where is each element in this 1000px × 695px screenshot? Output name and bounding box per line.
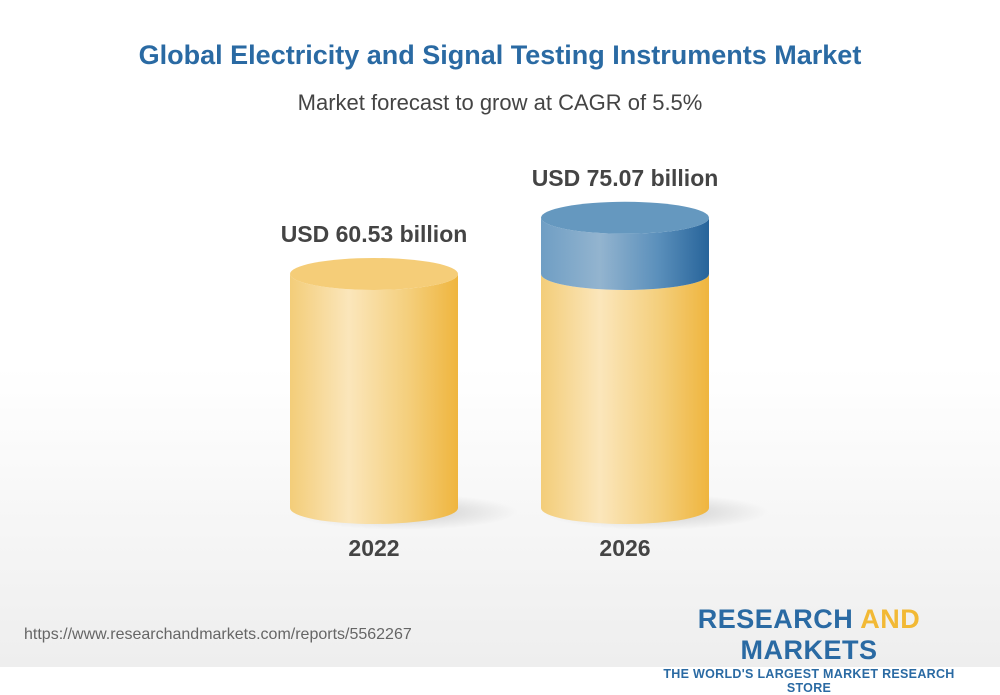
data-label: USD 60.53 billion <box>281 221 468 247</box>
category-label: 2026 <box>599 535 650 561</box>
logo-text-and: AND <box>860 604 921 634</box>
research-and-markets-logo: RESEARCH AND MARKETS THE WORLD'S LARGEST… <box>640 604 978 695</box>
category-label: 2022 <box>348 535 399 561</box>
cylinder-top <box>290 257 458 290</box>
cylinder-chart: USD 60.53 billion 2022 USD 75.07 billion 20… <box>281 165 769 561</box>
source-url[interactable]: https://www.researchandmarkets.com/repor… <box>24 626 412 643</box>
cylinder-bar-2022 <box>290 273 458 524</box>
logo-text: RESEARCH <box>697 604 861 634</box>
cylinder-top <box>541 201 709 234</box>
data-label: USD 75.07 billion <box>532 165 719 191</box>
chart-title: Global Electricity and Signal Testing In… <box>138 40 862 70</box>
cylinder-bar-2026 <box>541 273 709 524</box>
logo-text: MARKETS <box>740 635 878 665</box>
logo-tagline: THE WORLD'S LARGEST MARKET RESEARCH STOR… <box>663 667 955 695</box>
cylinder-growth-segment-2026 <box>541 217 709 290</box>
chart-subtitle: Market forecast to grow at CAGR of 5.5% <box>297 90 703 115</box>
